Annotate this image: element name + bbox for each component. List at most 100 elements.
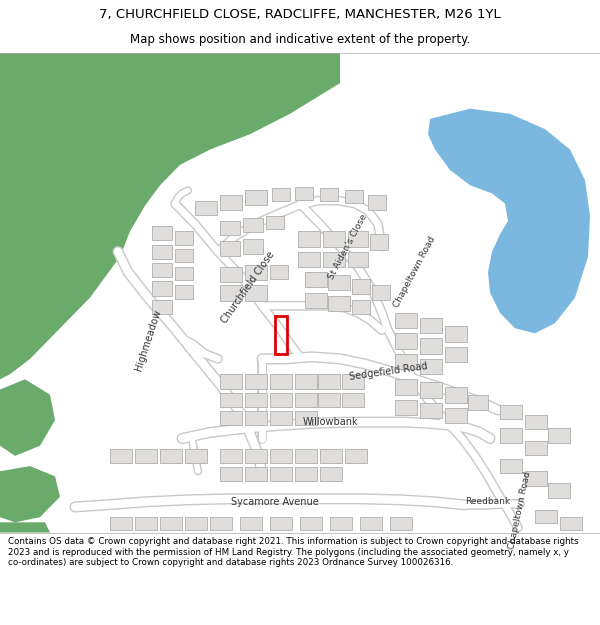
- Text: 7, CHURCHFIELD CLOSE, RADCLIFFE, MANCHESTER, M26 1YL: 7, CHURCHFIELD CLOSE, RADCLIFFE, MANCHES…: [99, 8, 501, 21]
- Text: Highmeadow: Highmeadow: [133, 309, 163, 372]
- Bar: [240, 517, 262, 531]
- Bar: [420, 339, 442, 354]
- Bar: [420, 402, 442, 418]
- Bar: [535, 510, 557, 523]
- Bar: [135, 517, 157, 531]
- Bar: [220, 467, 242, 481]
- Bar: [210, 517, 232, 531]
- Bar: [175, 267, 193, 280]
- Bar: [345, 191, 363, 202]
- Bar: [352, 299, 370, 314]
- Bar: [152, 281, 172, 296]
- Bar: [295, 188, 313, 199]
- Bar: [348, 252, 368, 267]
- Text: Chapeltown Road: Chapeltown Road: [392, 235, 437, 309]
- Bar: [468, 394, 488, 410]
- Bar: [175, 231, 193, 244]
- Bar: [160, 449, 182, 463]
- Text: Churchfield Close: Churchfield Close: [220, 249, 277, 325]
- Bar: [220, 392, 242, 407]
- Bar: [245, 374, 267, 389]
- Bar: [266, 216, 284, 229]
- Bar: [352, 279, 370, 294]
- Bar: [445, 326, 467, 341]
- Bar: [270, 411, 292, 425]
- Text: Sedgefield Road: Sedgefield Road: [348, 361, 428, 382]
- Bar: [328, 296, 350, 311]
- Bar: [220, 411, 242, 425]
- Bar: [298, 252, 320, 267]
- Bar: [360, 517, 382, 531]
- Bar: [245, 411, 267, 425]
- Bar: [320, 467, 342, 481]
- Bar: [323, 252, 345, 267]
- Bar: [245, 286, 267, 301]
- Bar: [245, 449, 267, 463]
- Bar: [305, 292, 327, 308]
- Bar: [525, 471, 547, 486]
- Text: Chapeltown Road: Chapeltown Road: [508, 471, 533, 550]
- Bar: [152, 299, 172, 314]
- Bar: [110, 449, 132, 463]
- Bar: [272, 188, 290, 201]
- Bar: [342, 392, 364, 407]
- Bar: [243, 239, 263, 254]
- Bar: [318, 374, 340, 389]
- Bar: [160, 517, 182, 531]
- Bar: [345, 449, 367, 463]
- Bar: [220, 374, 242, 389]
- Bar: [548, 428, 570, 442]
- Text: Contains OS data © Crown copyright and database right 2021. This information is : Contains OS data © Crown copyright and d…: [8, 537, 578, 567]
- Bar: [342, 374, 364, 389]
- Bar: [110, 517, 132, 531]
- Bar: [270, 517, 292, 531]
- Bar: [395, 400, 417, 415]
- Bar: [135, 449, 157, 463]
- Text: Reedbank: Reedbank: [466, 498, 511, 506]
- Bar: [390, 517, 412, 531]
- Text: St Aiden's Close: St Aiden's Close: [327, 213, 369, 281]
- Bar: [525, 441, 547, 455]
- Bar: [395, 379, 417, 394]
- Bar: [420, 359, 442, 374]
- Text: Willowbank: Willowbank: [302, 418, 358, 428]
- Bar: [270, 392, 292, 407]
- Bar: [525, 415, 547, 429]
- Bar: [445, 347, 467, 362]
- Bar: [220, 286, 242, 301]
- Bar: [330, 517, 352, 531]
- Bar: [295, 411, 317, 425]
- Bar: [328, 275, 350, 291]
- Bar: [295, 449, 317, 463]
- Bar: [185, 517, 207, 531]
- Bar: [420, 318, 442, 333]
- Bar: [270, 265, 288, 279]
- Bar: [243, 218, 263, 232]
- Bar: [320, 188, 338, 201]
- Bar: [152, 226, 172, 241]
- Bar: [220, 267, 242, 282]
- Bar: [445, 408, 467, 423]
- Bar: [245, 191, 267, 204]
- Bar: [195, 201, 217, 215]
- Bar: [548, 484, 570, 498]
- Bar: [372, 286, 390, 299]
- Bar: [295, 392, 317, 407]
- Bar: [305, 272, 327, 288]
- Bar: [560, 517, 582, 531]
- Bar: [270, 449, 292, 463]
- Bar: [500, 428, 522, 442]
- Bar: [245, 392, 267, 407]
- Bar: [220, 449, 242, 463]
- Bar: [395, 313, 417, 328]
- Bar: [320, 449, 342, 463]
- Bar: [245, 467, 267, 481]
- Bar: [185, 449, 207, 463]
- Bar: [500, 405, 522, 419]
- Bar: [152, 244, 172, 259]
- Bar: [298, 231, 320, 246]
- Bar: [420, 382, 442, 398]
- Bar: [395, 354, 417, 369]
- Text: Map shows position and indicative extent of the property.: Map shows position and indicative extent…: [130, 33, 470, 46]
- Bar: [295, 374, 317, 389]
